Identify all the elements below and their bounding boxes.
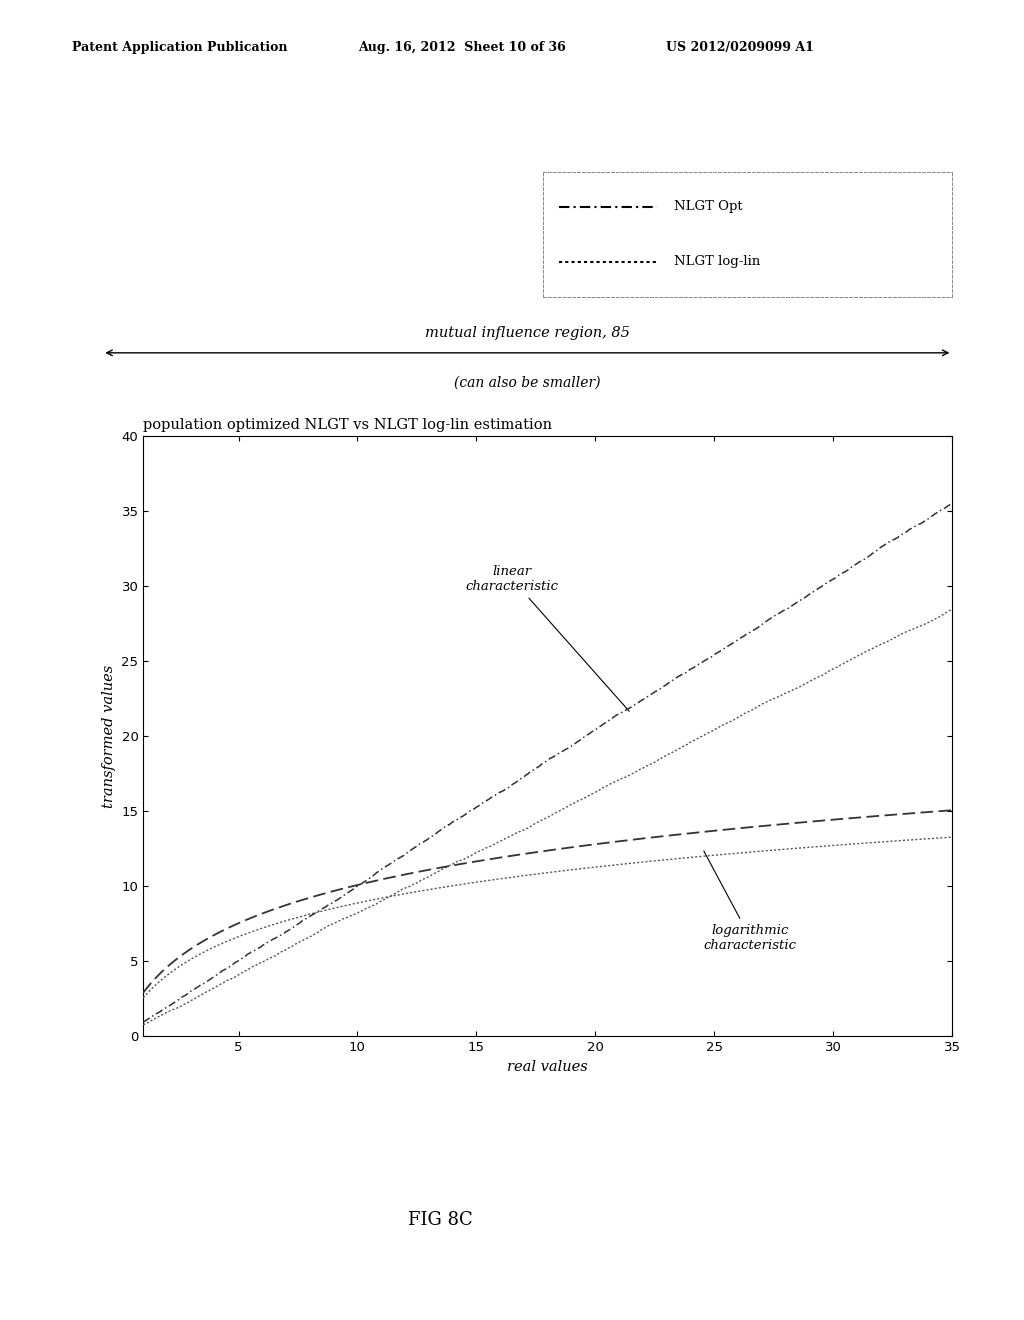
X-axis label: real values: real values [508,1060,588,1073]
Text: logarithmic
characteristic: logarithmic characteristic [703,851,797,952]
Text: NLGT log-lin: NLGT log-lin [674,255,760,268]
Text: US 2012/0209099 A1: US 2012/0209099 A1 [666,41,813,54]
Text: population optimized NLGT vs NLGT log-lin estimation: population optimized NLGT vs NLGT log-li… [143,417,553,432]
Text: mutual influence region, 85: mutual influence region, 85 [425,326,630,341]
Text: FIG 8C: FIG 8C [408,1210,473,1229]
Y-axis label: transformed values: transformed values [102,664,116,808]
Text: Patent Application Publication: Patent Application Publication [72,41,287,54]
Text: Aug. 16, 2012  Sheet 10 of 36: Aug. 16, 2012 Sheet 10 of 36 [358,41,566,54]
Text: NLGT Opt: NLGT Opt [674,201,742,214]
Text: (can also be smaller): (can also be smaller) [454,376,601,389]
Text: linear
characteristic: linear characteristic [466,565,630,711]
